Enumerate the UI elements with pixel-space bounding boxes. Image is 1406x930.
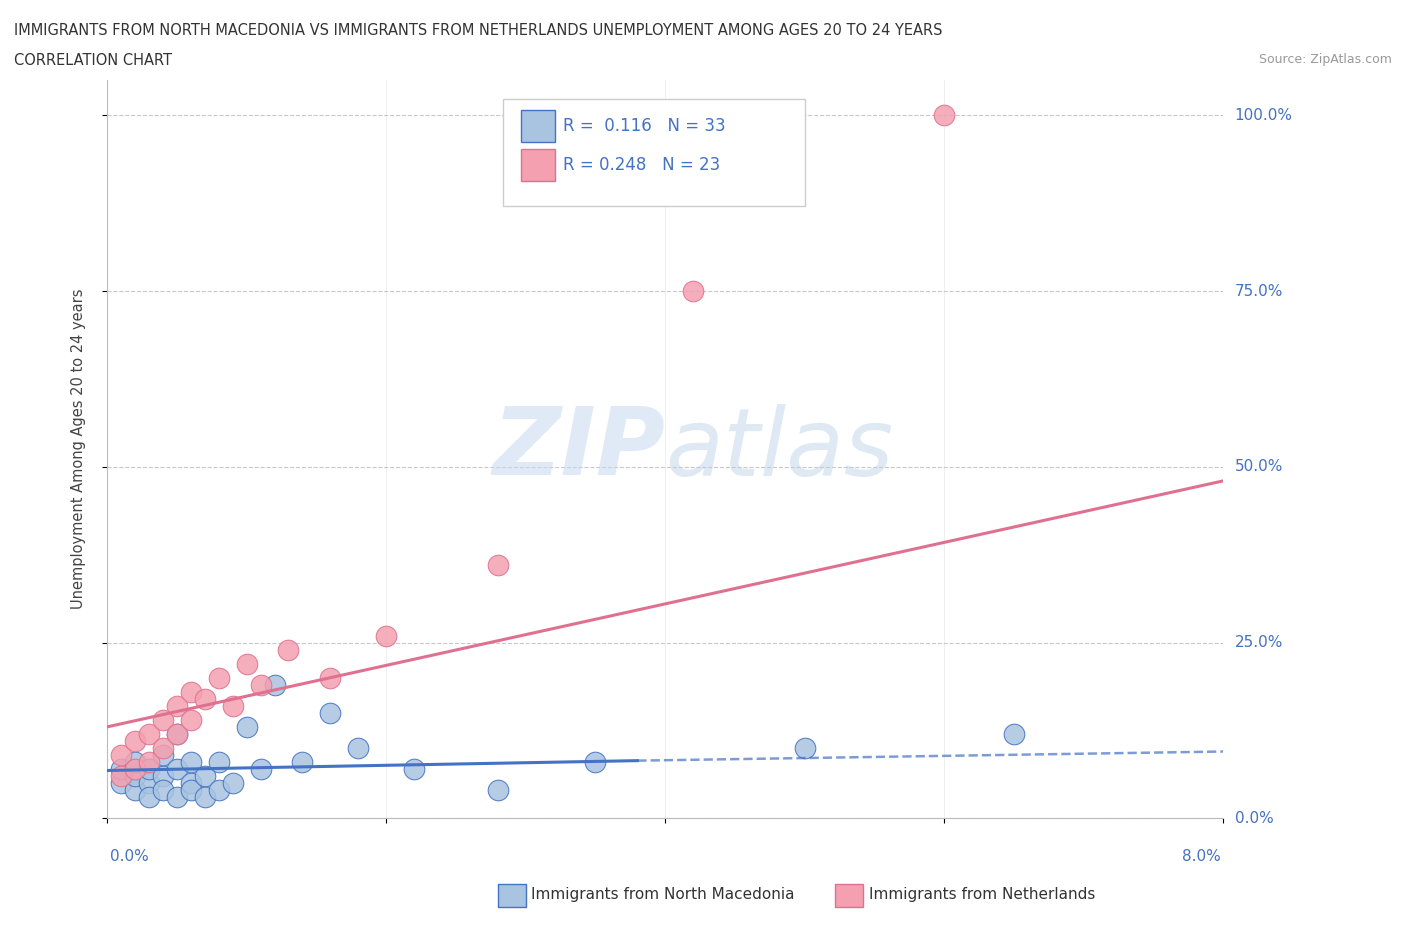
- Point: [319, 671, 342, 685]
- Point: [934, 108, 956, 123]
- Text: 0.0%: 0.0%: [110, 849, 149, 864]
- Text: ZIP: ZIP: [492, 404, 665, 495]
- Point: [682, 284, 704, 299]
- Point: [347, 740, 370, 755]
- Point: [166, 698, 188, 713]
- Text: CORRELATION CHART: CORRELATION CHART: [14, 53, 172, 68]
- Point: [138, 776, 160, 790]
- Text: Immigrants from North Macedonia: Immigrants from North Macedonia: [531, 887, 794, 902]
- Point: [208, 671, 231, 685]
- Point: [235, 720, 257, 735]
- Point: [138, 726, 160, 741]
- Point: [277, 642, 299, 657]
- Point: [124, 762, 146, 777]
- Point: [180, 684, 202, 699]
- Point: [263, 677, 285, 692]
- Point: [152, 712, 174, 727]
- Point: [249, 677, 271, 692]
- FancyBboxPatch shape: [503, 99, 804, 206]
- Point: [319, 705, 342, 720]
- Point: [152, 748, 174, 763]
- Point: [486, 558, 509, 573]
- Point: [180, 776, 202, 790]
- Point: [208, 754, 231, 769]
- Text: 100.0%: 100.0%: [1234, 108, 1292, 123]
- Point: [486, 783, 509, 798]
- Point: [375, 628, 398, 643]
- Text: 0.0%: 0.0%: [1234, 811, 1274, 826]
- Point: [180, 783, 202, 798]
- Point: [249, 762, 271, 777]
- Point: [110, 748, 132, 763]
- Point: [221, 698, 243, 713]
- Point: [1002, 726, 1025, 741]
- Point: [291, 754, 314, 769]
- Text: Immigrants from Netherlands: Immigrants from Netherlands: [869, 887, 1095, 902]
- FancyBboxPatch shape: [522, 110, 555, 142]
- Point: [138, 790, 160, 804]
- Point: [124, 754, 146, 769]
- Point: [793, 740, 815, 755]
- Point: [166, 726, 188, 741]
- Text: Source: ZipAtlas.com: Source: ZipAtlas.com: [1258, 53, 1392, 66]
- Point: [124, 783, 146, 798]
- Point: [110, 776, 132, 790]
- Text: IMMIGRANTS FROM NORTH MACEDONIA VS IMMIGRANTS FROM NETHERLANDS UNEMPLOYMENT AMON: IMMIGRANTS FROM NORTH MACEDONIA VS IMMIG…: [14, 23, 942, 38]
- Point: [138, 762, 160, 777]
- Text: R =  0.116   N = 33: R = 0.116 N = 33: [562, 117, 725, 135]
- Point: [166, 790, 188, 804]
- Point: [152, 769, 174, 784]
- Point: [166, 726, 188, 741]
- Point: [221, 776, 243, 790]
- Point: [404, 762, 426, 777]
- Point: [194, 790, 217, 804]
- Point: [152, 740, 174, 755]
- Text: 75.0%: 75.0%: [1234, 284, 1282, 299]
- Point: [585, 754, 607, 769]
- Text: R = 0.248   N = 23: R = 0.248 N = 23: [562, 156, 720, 174]
- Point: [110, 769, 132, 784]
- Text: 8.0%: 8.0%: [1182, 849, 1220, 864]
- Point: [180, 754, 202, 769]
- Y-axis label: Unemployment Among Ages 20 to 24 years: Unemployment Among Ages 20 to 24 years: [72, 289, 86, 609]
- Point: [152, 783, 174, 798]
- Point: [235, 657, 257, 671]
- Point: [124, 769, 146, 784]
- Point: [194, 691, 217, 706]
- Point: [166, 762, 188, 777]
- Text: 25.0%: 25.0%: [1234, 635, 1282, 650]
- Point: [138, 754, 160, 769]
- Text: 50.0%: 50.0%: [1234, 459, 1282, 474]
- Point: [194, 769, 217, 784]
- Point: [110, 762, 132, 777]
- FancyBboxPatch shape: [522, 149, 555, 181]
- Text: atlas: atlas: [665, 404, 894, 495]
- Point: [180, 712, 202, 727]
- Point: [208, 783, 231, 798]
- Point: [124, 734, 146, 749]
